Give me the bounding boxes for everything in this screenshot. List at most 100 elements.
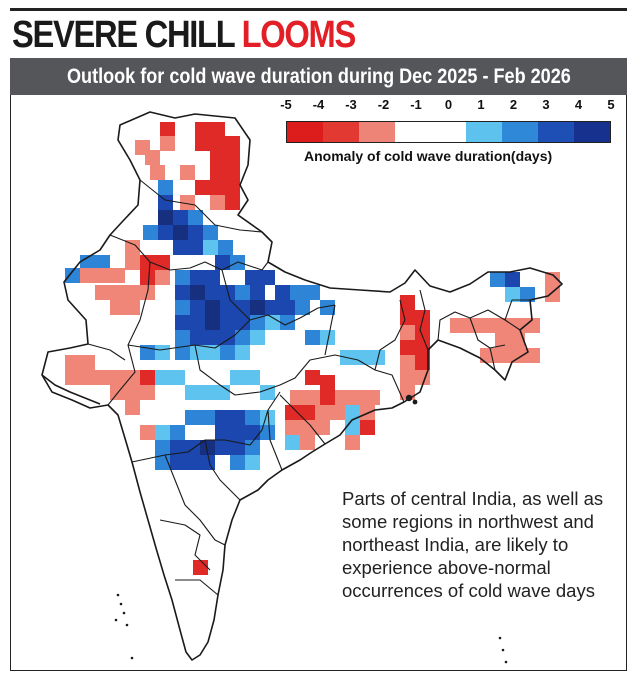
anomaly-cell (155, 345, 170, 360)
anomaly-cell (230, 370, 245, 385)
anomaly-cell (510, 333, 525, 348)
anomaly-cell (170, 440, 185, 455)
anomaly-cell (320, 390, 335, 405)
anomaly-cell (505, 272, 520, 287)
anomaly-cell (200, 385, 215, 400)
anomaly-cell (400, 325, 415, 340)
anomaly-cell (210, 180, 225, 195)
anomaly-cell (245, 440, 260, 455)
anomaly-cell (280, 300, 295, 315)
anomaly-cell (205, 345, 220, 360)
anomaly-cell (155, 370, 170, 385)
legend-color-swatch (574, 122, 611, 142)
anomaly-cell (265, 300, 280, 315)
anomaly-cell (335, 390, 350, 405)
anomaly-cell (305, 390, 320, 405)
anomaly-cell (245, 425, 260, 440)
anomaly-cell (280, 315, 295, 330)
anomaly-cell (315, 420, 330, 435)
anomaly-cell (158, 210, 173, 225)
anomaly-cell (235, 300, 250, 315)
anomaly-cell (173, 210, 188, 225)
anomaly-cell (170, 370, 185, 385)
anomaly-cell (510, 348, 525, 363)
anomaly-cell (300, 405, 315, 420)
anomaly-cell (320, 300, 335, 315)
anomaly-cell (190, 315, 205, 330)
legend-title: Anomaly of cold wave duration(days) (304, 148, 553, 164)
anomaly-cell (190, 285, 205, 300)
india-mainland-border (41, 111, 563, 661)
anomaly-cell (210, 150, 225, 165)
anomaly-cell (345, 435, 360, 450)
anomaly-cell (400, 340, 415, 355)
anomaly-cell (175, 330, 190, 345)
anomaly-cell (140, 425, 155, 440)
anomaly-cell (203, 240, 218, 255)
india-outline (41, 111, 563, 661)
legend-tick-label: -3 (345, 97, 357, 112)
legend-tick-label: 2 (509, 97, 518, 112)
anomaly-cell (250, 285, 265, 300)
legend: -5 -4 -3 -2 -1 0 1 2 3 4 5 Anomaly of cold wave du… (280, 96, 614, 168)
anomaly-cell (245, 410, 260, 425)
legend-color-swatch (502, 122, 539, 142)
anomaly-cell (195, 122, 210, 137)
map-frame (10, 95, 627, 671)
anomaly-cell (190, 330, 205, 345)
anomaly-cell (250, 315, 265, 330)
anomaly-cell (235, 330, 250, 345)
legend-colorbar (286, 121, 611, 143)
anomaly-cell (173, 240, 188, 255)
anomaly-cell (195, 136, 210, 151)
state-boundaries (87, 179, 530, 596)
anomaly-cell (225, 165, 240, 180)
legend-tick-label: 4 (574, 97, 583, 112)
anomaly-cell (215, 255, 230, 270)
anomaly-cell (155, 440, 170, 455)
anomaly-cell (215, 440, 230, 455)
legend-tick-label: -4 (312, 97, 325, 112)
anomaly-cell (160, 122, 175, 137)
anomaly-cell (225, 150, 240, 165)
anomaly-cell (190, 300, 205, 315)
anomaly-cell (158, 180, 173, 195)
anomaly-cell (300, 435, 315, 450)
anomaly-cell (415, 325, 430, 340)
anomaly-cell (415, 310, 430, 325)
anomaly-cell (275, 285, 290, 300)
anomaly-cell (110, 300, 125, 315)
anomaly-cell (203, 225, 218, 240)
anomaly-cell (175, 315, 190, 330)
anomaly-cell (260, 270, 275, 285)
anomaly-cell (205, 315, 220, 330)
anomaly-cell (290, 390, 305, 405)
anomaly-cell (260, 385, 275, 400)
island-marks (114, 394, 508, 664)
anomaly-cell (415, 340, 430, 355)
anomaly-cell (300, 420, 315, 435)
legend-tick-label: 5 (607, 97, 615, 112)
anomaly-cell (260, 410, 275, 425)
headline-accent: LOOMS (241, 14, 357, 56)
anomaly-cell (218, 240, 233, 255)
anomaly-cell (125, 385, 140, 400)
anomaly-cell (225, 195, 240, 210)
anomaly-cell (80, 255, 95, 270)
anomaly-cell (285, 405, 300, 420)
legend-tick-label: -5 (280, 97, 292, 112)
anomaly-cell (295, 300, 310, 315)
anomaly-cell (110, 285, 125, 300)
anomaly-cell (400, 310, 415, 325)
anomaly-cell (140, 370, 155, 385)
anomaly-cell (210, 195, 225, 210)
anomaly-cell (193, 560, 208, 575)
anomaly-cell (205, 285, 220, 300)
anomaly-cell (160, 136, 175, 151)
legend-color-swatch (287, 122, 323, 142)
anomaly-cell (330, 405, 345, 420)
anomaly-cell (140, 255, 155, 270)
anomaly-cell (135, 140, 150, 155)
anomaly-cell (155, 425, 170, 440)
